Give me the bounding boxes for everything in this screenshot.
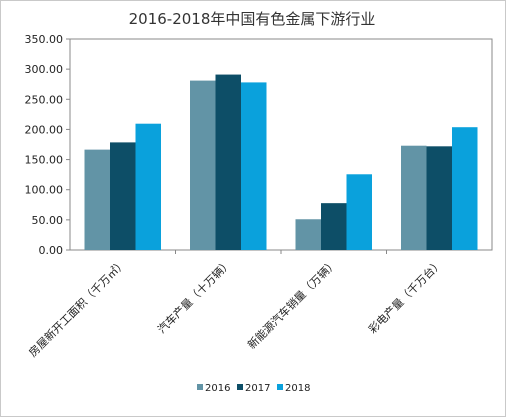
- y-tick-label: 200.00: [25, 123, 64, 136]
- y-axis: 0.00 50.00 100.00 150.00 200.00 250.00 300.00 3…: [25, 33, 70, 257]
- legend-label-2016: 2016: [205, 383, 230, 394]
- legend: 2016 2017 2018: [197, 383, 310, 394]
- chart-title: 2016-2018年中国有色金属下游行业: [128, 10, 376, 28]
- x-category-label: 房屋新开工面积（千万㎡）: [26, 256, 129, 359]
- x-axis: 房屋新开工面积（千万㎡） 汽车产量（十万辆） 新能源汽车销量（万辆） 彩电产量（千万台…: [26, 250, 445, 359]
- bar-2017-0: [110, 142, 136, 250]
- bar-2018-0: [135, 123, 161, 250]
- x-category-label: 汽车产量（十万辆）: [154, 256, 234, 336]
- bar-2018-3: [452, 127, 478, 250]
- bar-2017-2: [321, 203, 347, 250]
- y-tick-label: 300.00: [25, 63, 64, 76]
- plot-area: [69, 38, 493, 251]
- bar-2016-2: [295, 219, 321, 250]
- y-tick-label: 100.00: [25, 184, 64, 197]
- legend-swatch-2017: [237, 384, 243, 390]
- legend-label-2017: 2017: [245, 383, 270, 394]
- y-tick-label: 50.00: [32, 214, 64, 227]
- bar-2017-3: [426, 146, 452, 250]
- bar-2016-0: [84, 149, 110, 250]
- bar-2017-1: [215, 74, 241, 250]
- y-tick-label: 150.00: [25, 154, 64, 167]
- x-category-label: 新能源汽车销量（万辆）: [244, 256, 339, 351]
- bar-2018-2: [346, 174, 372, 250]
- y-tick-label: 250.00: [25, 93, 64, 106]
- y-tick-label: 0.00: [39, 244, 64, 257]
- legend-label-2018: 2018: [285, 383, 310, 394]
- y-tick-label: 350.00: [25, 33, 64, 46]
- bar-2018-1: [241, 82, 267, 250]
- legend-swatch-2018: [277, 384, 283, 390]
- bar-2016-1: [190, 80, 216, 251]
- bar-2016-3: [401, 145, 427, 250]
- x-category-label: 彩电产量（千万台）: [365, 256, 445, 336]
- legend-swatch-2016: [197, 384, 203, 390]
